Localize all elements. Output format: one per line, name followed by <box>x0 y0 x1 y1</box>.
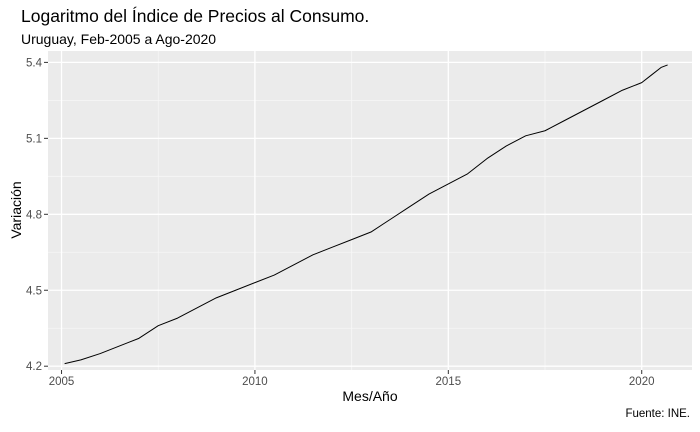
grid-major <box>48 51 692 370</box>
grid-minor <box>48 51 692 370</box>
x-tick-label: 2020 <box>629 376 655 388</box>
y-tick-label: 4.2 <box>26 361 42 373</box>
series-line <box>64 64 668 365</box>
y-axis-title: Variación <box>8 181 24 239</box>
x-axis: 2005 2010 2015 2020 <box>49 370 655 388</box>
x-axis-title: Mes/Año <box>342 388 398 404</box>
chart-title: Logaritmo del Índice de Precios al Consu… <box>21 6 370 26</box>
x-tick-label: 2015 <box>436 376 462 388</box>
plot-panel <box>48 51 692 370</box>
y-axis: 4.2 4.5 4.8 5.1 5.4 <box>26 57 48 373</box>
y-tick-label: 4.5 <box>26 285 42 297</box>
x-tick-label: 2010 <box>242 376 268 388</box>
chart-subtitle: Uruguay, Feb-2005 a Ago-2020 <box>21 31 217 47</box>
y-tick-label: 5.4 <box>26 57 43 69</box>
y-tick-label: 4.8 <box>26 209 42 221</box>
chart-caption: Fuente: INE. <box>625 408 690 420</box>
y-tick-label: 5.1 <box>26 133 42 145</box>
x-tick-label: 2005 <box>49 376 75 388</box>
series-layer <box>64 64 668 365</box>
